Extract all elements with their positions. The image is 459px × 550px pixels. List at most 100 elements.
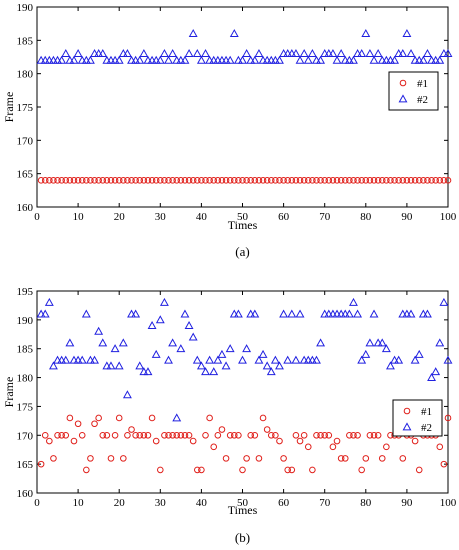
data-point (50, 177, 57, 184)
data-point (95, 177, 102, 184)
data-point (94, 326, 104, 335)
data-point (242, 49, 252, 58)
data-point (238, 55, 247, 64)
data-point (288, 177, 296, 184)
data-point (263, 177, 271, 184)
data-point (198, 466, 205, 474)
data-point (247, 177, 255, 184)
data-point (312, 355, 321, 364)
data-point (398, 49, 408, 58)
data-point (143, 367, 153, 376)
x-tick-label: 90 (401, 497, 413, 509)
data-point (188, 332, 198, 341)
data-point (423, 309, 432, 318)
data-point (107, 455, 115, 462)
data-point (192, 355, 202, 364)
data-point (266, 367, 276, 376)
data-point (337, 455, 345, 462)
data-point (136, 431, 144, 439)
data-point (132, 431, 139, 439)
data-point (196, 55, 206, 64)
data-point (394, 355, 404, 364)
data-point (291, 49, 301, 58)
data-point (144, 431, 152, 439)
data-point (124, 177, 131, 184)
data-point (78, 177, 86, 184)
data-point (418, 55, 428, 64)
x-tick-label: 10 (73, 211, 85, 223)
data-point (259, 177, 267, 184)
data-point (99, 431, 107, 439)
y-tick-label: 170 (17, 430, 34, 442)
data-point (270, 355, 280, 364)
data-point (128, 177, 135, 184)
data-point (177, 177, 185, 184)
data-point (87, 177, 94, 184)
x-tick-label: 90 (401, 211, 413, 223)
data-point (202, 177, 209, 184)
data-point (87, 455, 94, 462)
data-point (431, 367, 441, 376)
data-point (325, 431, 333, 439)
y-tick-label: 195 (17, 286, 34, 298)
x-tick-label: 70 (319, 211, 331, 223)
data-point (46, 437, 53, 445)
data-point (66, 414, 74, 422)
data-point (291, 355, 301, 364)
data-point (184, 320, 194, 330)
data-point (407, 177, 415, 184)
data-point (65, 338, 75, 347)
data-point (443, 49, 453, 58)
data-point (329, 443, 337, 451)
data-point (250, 309, 260, 318)
plot-frame (36, 6, 449, 208)
data-point (176, 344, 186, 353)
data-point (374, 177, 382, 184)
data-point (303, 55, 313, 64)
data-point (272, 177, 279, 184)
data-point (122, 49, 132, 58)
data-point (103, 177, 111, 184)
data-point (444, 414, 452, 422)
data-point (369, 55, 379, 64)
legend-label: #2 (421, 422, 432, 434)
x-tick-label: 100 (440, 211, 457, 223)
data-point (381, 344, 391, 353)
data-point (69, 55, 79, 64)
data-point (411, 177, 419, 184)
data-point (180, 55, 190, 64)
data-point (214, 177, 222, 184)
data-point (275, 361, 284, 370)
data-point (164, 355, 173, 364)
data-point (193, 177, 201, 184)
data-point (189, 177, 197, 184)
data-point (169, 177, 176, 184)
data-point (299, 49, 309, 58)
data-point (316, 338, 326, 347)
data-point (383, 177, 390, 184)
data-point (440, 460, 448, 468)
y-tick-label: 175 (17, 401, 34, 413)
data-point (221, 361, 231, 370)
data-point (185, 177, 193, 184)
data-point (193, 466, 201, 474)
data-point (151, 349, 161, 358)
data-point (103, 431, 111, 439)
data-point (111, 431, 119, 439)
data-point (159, 49, 169, 58)
data-point (140, 431, 148, 439)
data-point (131, 309, 141, 318)
series-n2 (36, 29, 453, 64)
x-tick-label: 30 (155, 211, 167, 223)
data-point (366, 177, 374, 184)
data-point (83, 177, 90, 184)
data-point (218, 177, 226, 184)
data-point (222, 455, 230, 462)
data-point (350, 177, 357, 184)
data-point (251, 431, 259, 439)
legend-label: #2 (417, 94, 428, 106)
data-point (378, 455, 386, 462)
data-point (135, 55, 145, 64)
data-point (309, 177, 316, 184)
data-point (235, 431, 242, 439)
